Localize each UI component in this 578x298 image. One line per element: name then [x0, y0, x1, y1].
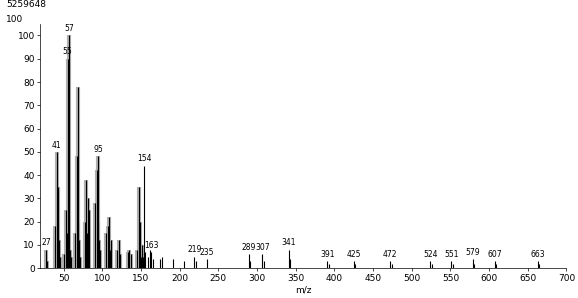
- Text: 41: 41: [52, 141, 61, 150]
- Text: 307: 307: [255, 243, 270, 252]
- Text: 551: 551: [444, 250, 458, 259]
- Text: 163: 163: [144, 240, 158, 250]
- Text: 607: 607: [487, 250, 502, 259]
- Text: 235: 235: [199, 248, 214, 257]
- X-axis label: m/z: m/z: [295, 285, 312, 294]
- Text: 341: 341: [281, 238, 296, 247]
- Text: 219: 219: [187, 245, 202, 254]
- Text: 27: 27: [41, 238, 51, 247]
- Text: 154: 154: [137, 154, 151, 164]
- Text: 425: 425: [346, 250, 361, 259]
- Text: 95: 95: [94, 145, 103, 154]
- Text: 524: 524: [423, 250, 438, 259]
- Text: 5259648: 5259648: [6, 0, 46, 9]
- Text: 663: 663: [531, 250, 545, 259]
- Text: 57: 57: [64, 24, 74, 33]
- Text: 472: 472: [383, 250, 397, 259]
- Text: 289: 289: [242, 243, 255, 252]
- Text: 579: 579: [465, 248, 480, 257]
- Text: 100: 100: [6, 15, 24, 24]
- Text: 391: 391: [320, 250, 335, 259]
- Text: 55: 55: [62, 47, 72, 56]
